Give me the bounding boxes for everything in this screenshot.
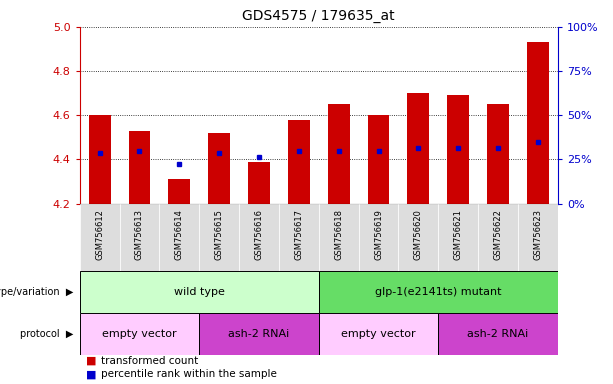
Text: empty vector: empty vector bbox=[341, 329, 416, 339]
Bar bbox=[89, 115, 110, 204]
Text: GSM756619: GSM756619 bbox=[374, 209, 383, 260]
FancyBboxPatch shape bbox=[199, 313, 319, 355]
Bar bbox=[129, 131, 150, 204]
Text: GSM756618: GSM756618 bbox=[334, 209, 343, 260]
Text: percentile rank within the sample: percentile rank within the sample bbox=[101, 369, 277, 379]
Bar bbox=[527, 42, 549, 204]
FancyBboxPatch shape bbox=[319, 313, 438, 355]
Bar bbox=[447, 95, 469, 204]
FancyBboxPatch shape bbox=[239, 204, 279, 271]
Text: GSM756613: GSM756613 bbox=[135, 209, 144, 260]
FancyBboxPatch shape bbox=[518, 204, 558, 271]
Bar bbox=[288, 119, 310, 204]
Bar bbox=[368, 115, 389, 204]
Text: wild type: wild type bbox=[174, 287, 224, 297]
Text: GSM756616: GSM756616 bbox=[254, 209, 264, 260]
Text: genotype/variation  ▶: genotype/variation ▶ bbox=[0, 287, 74, 297]
Text: empty vector: empty vector bbox=[102, 329, 177, 339]
Bar bbox=[328, 104, 349, 204]
FancyBboxPatch shape bbox=[398, 204, 438, 271]
Text: GSM756617: GSM756617 bbox=[294, 209, 303, 260]
Text: GSM756614: GSM756614 bbox=[175, 209, 184, 260]
FancyBboxPatch shape bbox=[80, 271, 319, 313]
Text: protocol  ▶: protocol ▶ bbox=[20, 329, 74, 339]
Text: glp-1(e2141ts) mutant: glp-1(e2141ts) mutant bbox=[375, 287, 501, 297]
Text: transformed count: transformed count bbox=[101, 356, 199, 366]
Text: ash-2 RNAi: ash-2 RNAi bbox=[468, 329, 528, 339]
FancyBboxPatch shape bbox=[279, 204, 319, 271]
Text: ash-2 RNAi: ash-2 RNAi bbox=[229, 329, 289, 339]
Text: ■: ■ bbox=[86, 356, 96, 366]
FancyBboxPatch shape bbox=[438, 313, 558, 355]
FancyBboxPatch shape bbox=[319, 204, 359, 271]
FancyBboxPatch shape bbox=[359, 204, 398, 271]
Title: GDS4575 / 179635_at: GDS4575 / 179635_at bbox=[243, 9, 395, 23]
Text: GSM756621: GSM756621 bbox=[454, 209, 463, 260]
FancyBboxPatch shape bbox=[438, 204, 478, 271]
Bar bbox=[169, 179, 190, 204]
FancyBboxPatch shape bbox=[199, 204, 239, 271]
Text: GSM756622: GSM756622 bbox=[493, 209, 503, 260]
FancyBboxPatch shape bbox=[120, 204, 159, 271]
Bar bbox=[408, 93, 429, 204]
Text: GSM756623: GSM756623 bbox=[533, 209, 543, 260]
Text: GSM756612: GSM756612 bbox=[95, 209, 104, 260]
Bar bbox=[487, 104, 509, 204]
FancyBboxPatch shape bbox=[80, 204, 120, 271]
Bar bbox=[208, 133, 230, 204]
Text: ■: ■ bbox=[86, 369, 96, 379]
FancyBboxPatch shape bbox=[478, 204, 518, 271]
FancyBboxPatch shape bbox=[80, 313, 199, 355]
Text: GSM756615: GSM756615 bbox=[215, 209, 224, 260]
FancyBboxPatch shape bbox=[319, 271, 558, 313]
Text: GSM756620: GSM756620 bbox=[414, 209, 423, 260]
Bar bbox=[248, 162, 270, 204]
FancyBboxPatch shape bbox=[159, 204, 199, 271]
